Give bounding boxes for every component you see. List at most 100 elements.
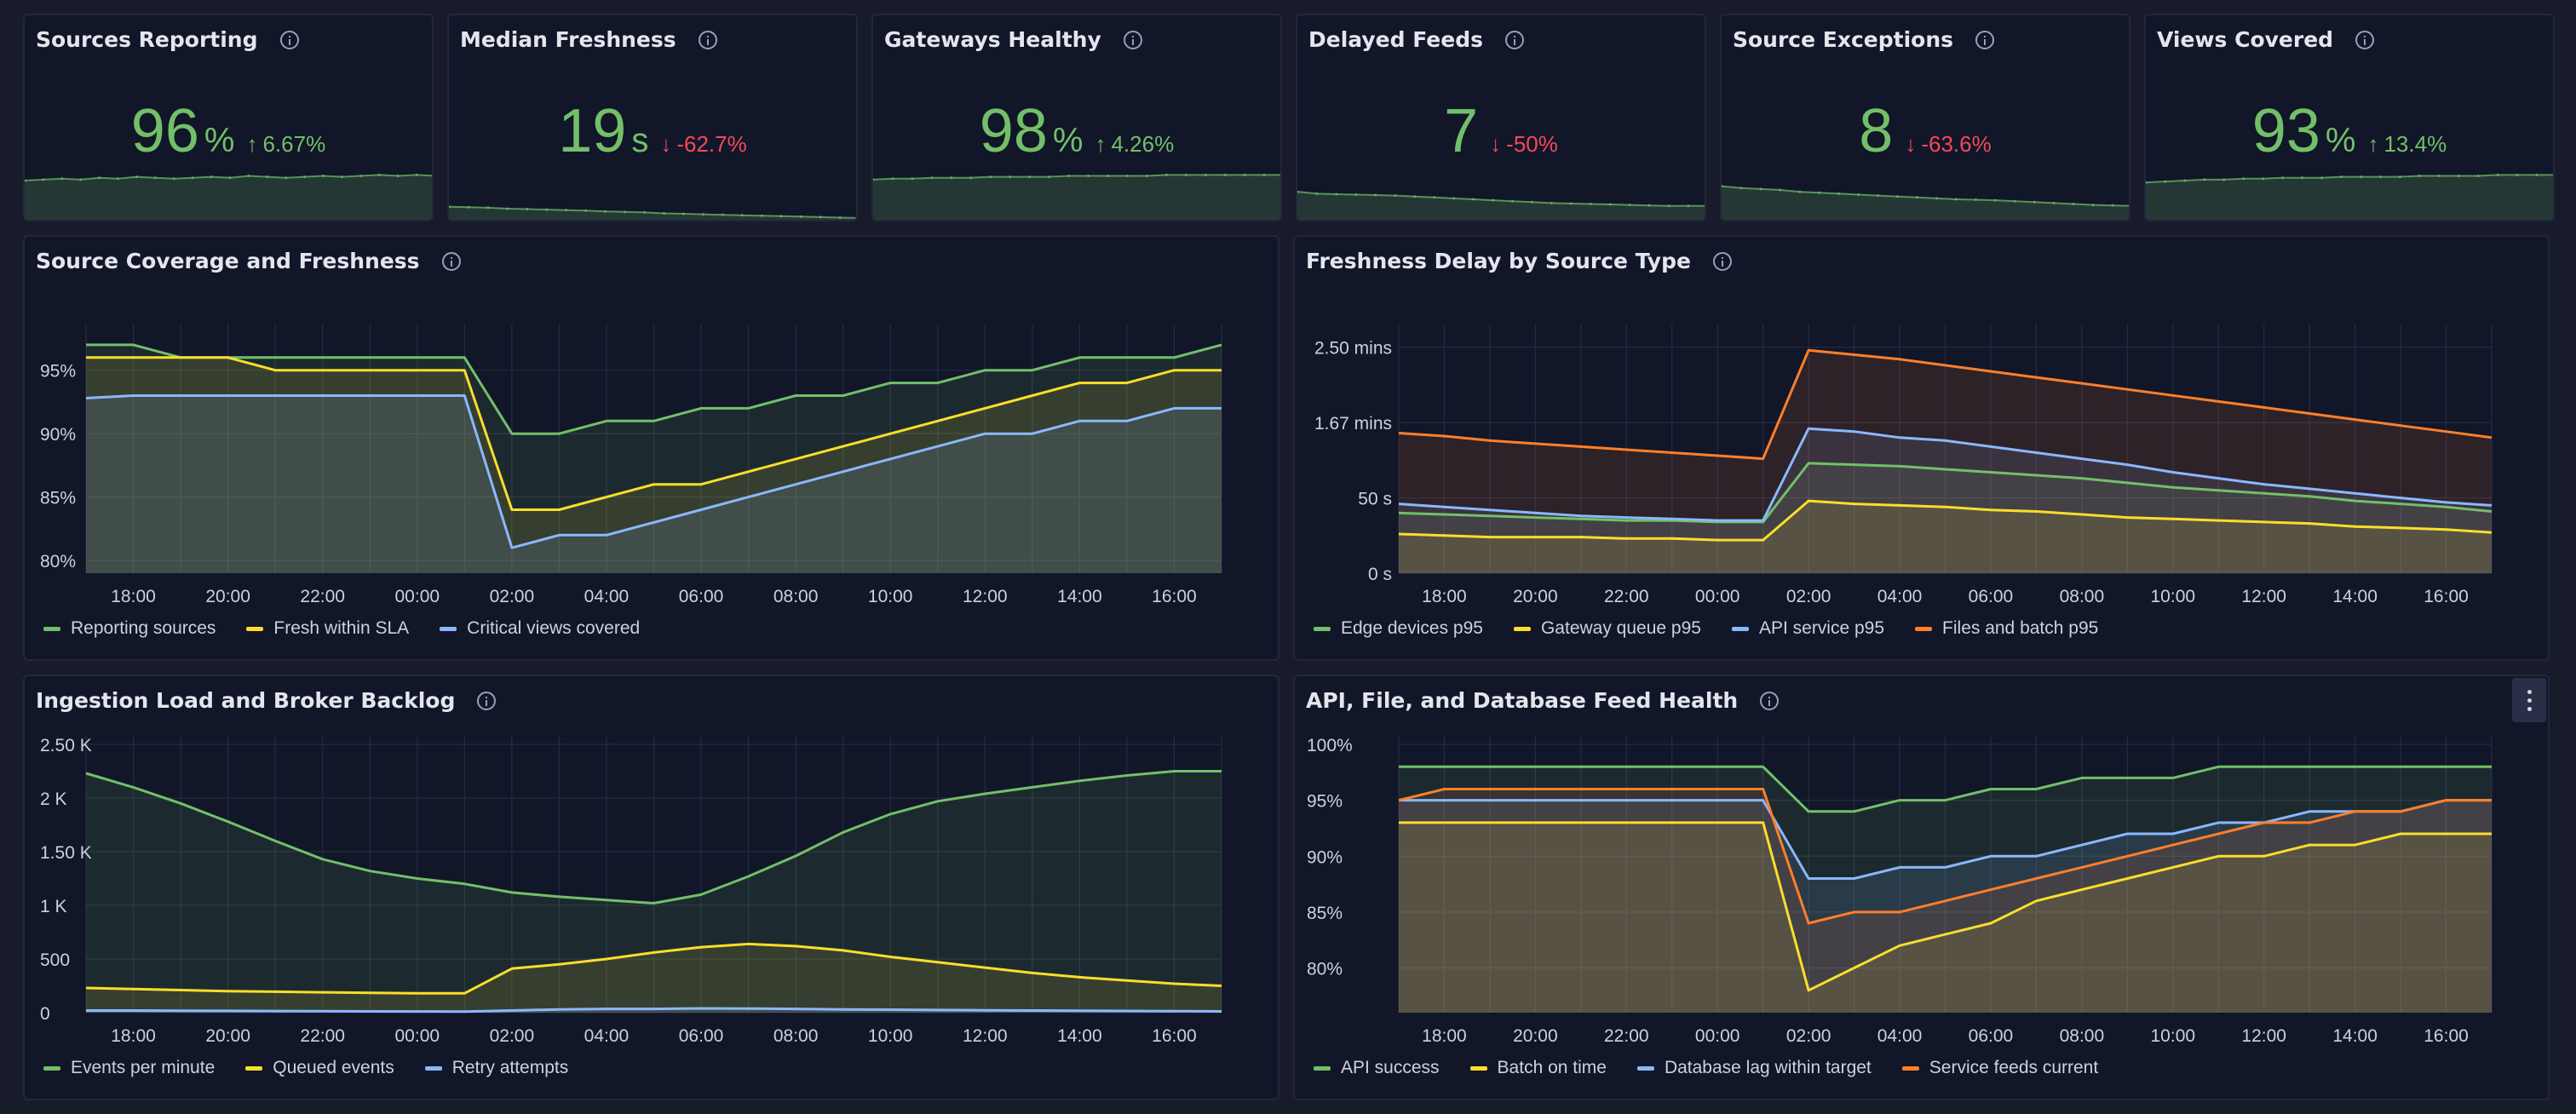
legend-label: Critical views covered — [467, 618, 641, 638]
stat-delta-text: 13.4% — [2383, 131, 2447, 157]
arrow-down-icon: ↓ — [1490, 131, 1502, 157]
sparkline-point — [2281, 176, 2285, 180]
sparkline-point — [1877, 194, 1880, 198]
stat-value: 93% ↑ 13.4% — [2146, 100, 2553, 162]
x-tick-label: 18:00 — [1422, 1026, 1467, 1046]
legend-swatch — [424, 1065, 442, 1071]
coverage-panel-title: Source Coverage and Freshness — [36, 249, 461, 273]
sparkline-point — [2222, 178, 2226, 181]
sparkline-point — [2320, 176, 2324, 180]
stat-delta: ↑ 6.67% — [246, 131, 325, 158]
dot — [2527, 698, 2532, 703]
legend-swatch — [1314, 1065, 1331, 1071]
stat-title-text: Median Freshness — [460, 27, 676, 52]
info-icon[interactable] — [279, 30, 299, 49]
sparkline-point — [721, 213, 724, 216]
sparkline-point — [545, 208, 549, 211]
sparkline-point — [1739, 187, 1743, 190]
stat-sparkline — [1297, 190, 1705, 220]
sparkline-point — [1335, 192, 1338, 196]
legend-swatch — [246, 626, 264, 631]
legend-item[interactable]: Edge devices p95 — [1314, 618, 1483, 639]
sparkline-point — [228, 176, 232, 180]
sparkline-point — [1164, 173, 1168, 176]
stat-sparkline — [1722, 185, 2129, 220]
legend-item[interactable]: Fresh within SLA — [246, 618, 409, 639]
stat-number: 8 — [1859, 97, 1894, 165]
sparkline-point — [340, 175, 343, 179]
sparkline-point — [172, 177, 175, 181]
stat-title: Gateways Healthy — [884, 27, 1142, 52]
legend-label: Reporting sources — [71, 618, 216, 638]
info-icon[interactable] — [2355, 30, 2375, 49]
series-area — [86, 771, 1222, 1013]
stat-unit: % — [2325, 122, 2356, 159]
x-tick-label: 02:00 — [490, 1026, 535, 1046]
sparkline-line — [1297, 191, 1705, 207]
info-icon[interactable] — [698, 30, 717, 49]
sparkline-fill — [2146, 175, 2553, 220]
legend-swatch — [1901, 1065, 1919, 1071]
x-tick-label: 12:00 — [2241, 1026, 2286, 1046]
sparkline-fill — [1297, 192, 1705, 220]
x-tick-label: 02:00 — [1786, 587, 1831, 606]
sparkline-point — [135, 175, 138, 179]
info-icon[interactable] — [1504, 30, 1524, 49]
legend-item[interactable]: Database lag within target — [1636, 1058, 1872, 1078]
info-icon[interactable] — [1975, 30, 1995, 49]
delay-chart: 0 s 50 s 1.67 mins 2.50 mins 18:00 20:00 22:00… — [1314, 324, 2493, 606]
legend-item[interactable]: Critical views covered — [440, 618, 640, 639]
sparkline-point — [1993, 198, 1997, 202]
y-tick-label: 2 K — [40, 790, 67, 809]
legend-item[interactable]: Retry attempts — [424, 1058, 568, 1078]
stat-value: 96% ↑ 6.67% — [25, 100, 432, 162]
arrow-up-icon: ↑ — [2367, 131, 2379, 157]
stat-unit: % — [204, 122, 235, 159]
y-tick-label: 95% — [1307, 792, 1343, 812]
legend-item[interactable]: Files and batch p95 — [1915, 618, 2098, 639]
legend-item[interactable]: Service feeds current — [1901, 1058, 2098, 1078]
legend-item[interactable]: Queued events — [245, 1058, 394, 1078]
sparkline-line — [449, 205, 856, 219]
info-icon[interactable] — [441, 251, 461, 271]
legend-item[interactable]: API service p95 — [1731, 618, 1884, 639]
legend-swatch — [1469, 1065, 1487, 1071]
x-tick-label: 00:00 — [1695, 587, 1740, 606]
sparkline-point — [930, 176, 934, 180]
stat-sparkline — [25, 173, 432, 220]
x-tick-label: 02:00 — [490, 587, 535, 606]
sparkline-point — [359, 175, 362, 177]
series-line — [1398, 499, 2493, 542]
x-tick-label: 18:00 — [1422, 587, 1467, 606]
series-line — [86, 343, 1222, 435]
info-icon[interactable] — [1123, 30, 1142, 49]
panel-menu-button[interactable] — [2512, 678, 2546, 722]
x-tick-label: 20:00 — [1513, 1026, 1558, 1046]
sparkline-point — [2359, 175, 2362, 179]
legend-item[interactable]: Events per minute — [43, 1058, 215, 1078]
stat-unit: % — [1052, 122, 1084, 159]
ingestion-title-text: Ingestion Load and Broker Backlog — [36, 688, 456, 713]
x-tick-label: 22:00 — [1604, 587, 1649, 606]
legend-item[interactable]: Batch on time — [1469, 1058, 1607, 1078]
info-icon[interactable] — [1760, 691, 1780, 710]
stat-panel: Sources Reporting 96% ↑ 6.67% — [23, 14, 434, 221]
x-tick-label: 10:00 — [868, 1026, 913, 1046]
arrow-up-icon: ↑ — [246, 131, 258, 157]
info-icon[interactable] — [1712, 251, 1732, 271]
stat-title-text: Source Exceptions — [1733, 27, 1954, 52]
stat-number: 7 — [1444, 97, 1479, 165]
info-icon[interactable] — [477, 691, 497, 710]
sparkline-point — [2535, 173, 2539, 176]
stat-panel: Views Covered 93% ↑ 13.4% — [2144, 14, 2555, 221]
sparkline-point — [1628, 204, 1631, 207]
legend-item[interactable]: API success — [1314, 1058, 1440, 1078]
legend-item[interactable]: Reporting sources — [43, 618, 216, 639]
legend-item[interactable]: Gateway queue p95 — [1513, 618, 1701, 639]
health-panel: API, File, and Database Feed Health 80% 8… — [1293, 675, 2550, 1100]
y-tick-label: 95% — [40, 362, 76, 382]
stat-title: Views Covered — [2157, 27, 2375, 52]
sparkline-point — [1067, 175, 1071, 177]
stat-delta-text: -50% — [1506, 131, 1558, 157]
stat-panel: Source Exceptions 8 ↓ -63.6% — [1720, 14, 2130, 221]
